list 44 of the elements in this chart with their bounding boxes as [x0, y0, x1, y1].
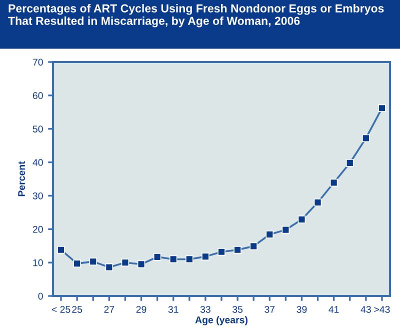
- y-tick-label: 10: [33, 259, 43, 266]
- x-tick-label: >43: [374, 306, 390, 313]
- x-tick-label: 29: [136, 306, 146, 313]
- y-tick-label: 50: [32, 126, 43, 132]
- x-tick-label: 33: [200, 306, 210, 313]
- point: [218, 248, 226, 256]
- point: [57, 246, 65, 254]
- x-tick-label: < 25: [52, 306, 70, 313]
- point: [105, 263, 114, 272]
- point: [186, 255, 194, 264]
- point: [282, 226, 290, 234]
- x-tick-label: 39: [296, 306, 307, 313]
- point: [89, 258, 98, 266]
- x-tick-label: 25: [72, 306, 82, 313]
- point: [362, 134, 370, 142]
- y-tick-label: 20: [32, 226, 43, 233]
- point: [378, 104, 386, 112]
- x-tick-label: 43: [360, 306, 371, 313]
- y-tick-label: 40: [32, 159, 43, 166]
- x-tick-label: 35: [232, 306, 243, 313]
- point: [153, 252, 162, 261]
- point: [314, 198, 322, 206]
- x-tick-label: 27: [104, 306, 114, 313]
- point: [346, 159, 354, 167]
- point: [169, 255, 178, 264]
- point: [202, 252, 210, 260]
- point: [121, 258, 130, 266]
- point: [73, 260, 81, 268]
- y-axis-title: Percent: [18, 161, 25, 196]
- point: [266, 230, 274, 238]
- y-tick-label: 60: [32, 92, 43, 100]
- point: [298, 216, 306, 224]
- point: [137, 260, 146, 268]
- point: [330, 178, 338, 187]
- chart-title: Percentages of ART Cycles Using Fresh Nondonor Eggs or Embryos That Resulted in Miscarriage, by Age of Woman, 2006: [8, 4, 384, 28]
- y-tick-label: 30: [32, 192, 43, 200]
- x-axis-title: Age (years): [195, 316, 248, 326]
- y-tick-label: 70: [32, 58, 43, 66]
- x-tick-label: 31: [168, 306, 178, 313]
- point: [234, 246, 242, 254]
- x-tick-label: 41: [328, 306, 339, 313]
- point: [250, 242, 258, 250]
- y-tick-label: 0: [38, 292, 43, 300]
- x-tick-label: 37: [264, 306, 275, 313]
